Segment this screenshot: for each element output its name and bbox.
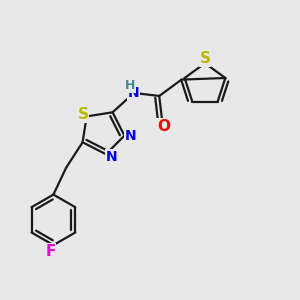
Text: N: N (124, 129, 136, 143)
Text: S: S (78, 107, 88, 122)
Text: N: N (128, 86, 140, 100)
Text: O: O (157, 119, 170, 134)
Text: H: H (125, 79, 136, 92)
Text: N: N (106, 150, 118, 164)
Text: S: S (200, 51, 211, 66)
Text: F: F (45, 244, 56, 259)
